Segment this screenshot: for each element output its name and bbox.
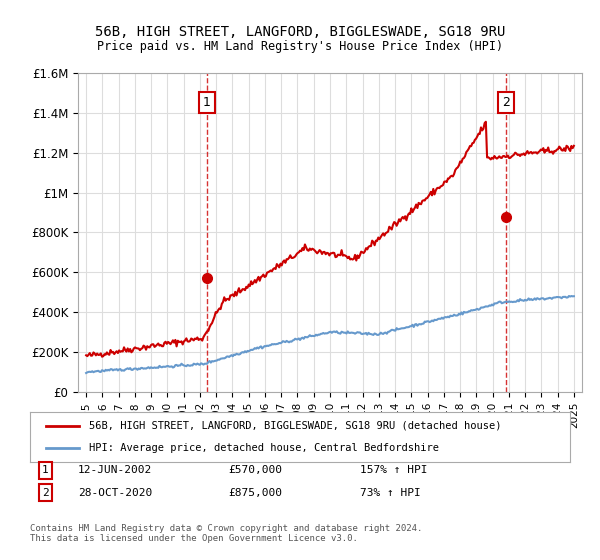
Text: 2: 2 bbox=[42, 488, 49, 498]
Text: Price paid vs. HM Land Registry's House Price Index (HPI): Price paid vs. HM Land Registry's House … bbox=[97, 40, 503, 53]
Text: 1: 1 bbox=[203, 96, 211, 109]
Text: £875,000: £875,000 bbox=[228, 488, 282, 498]
Text: 28-OCT-2020: 28-OCT-2020 bbox=[78, 488, 152, 498]
Text: Contains HM Land Registry data © Crown copyright and database right 2024.
This d: Contains HM Land Registry data © Crown c… bbox=[30, 524, 422, 543]
Text: 2: 2 bbox=[502, 96, 510, 109]
Text: 157% ↑ HPI: 157% ↑ HPI bbox=[360, 465, 427, 475]
Text: 56B, HIGH STREET, LANGFORD, BIGGLESWADE, SG18 9RU (detached house): 56B, HIGH STREET, LANGFORD, BIGGLESWADE,… bbox=[89, 421, 502, 431]
Text: 56B, HIGH STREET, LANGFORD, BIGGLESWADE, SG18 9RU: 56B, HIGH STREET, LANGFORD, BIGGLESWADE,… bbox=[95, 25, 505, 39]
Text: HPI: Average price, detached house, Central Bedfordshire: HPI: Average price, detached house, Cent… bbox=[89, 443, 439, 453]
Text: £570,000: £570,000 bbox=[228, 465, 282, 475]
Text: 1: 1 bbox=[42, 465, 49, 475]
Text: 73% ↑ HPI: 73% ↑ HPI bbox=[360, 488, 421, 498]
Text: 12-JUN-2002: 12-JUN-2002 bbox=[78, 465, 152, 475]
